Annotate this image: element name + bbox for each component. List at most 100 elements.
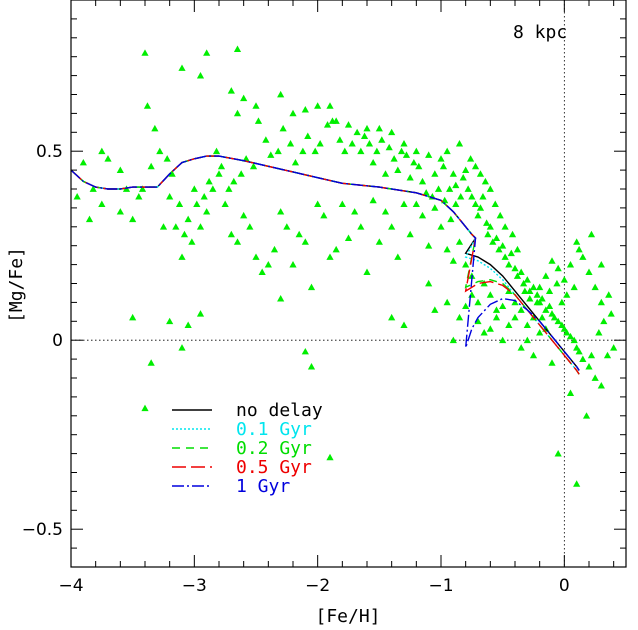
observation-point xyxy=(533,291,541,298)
observation-point xyxy=(597,381,605,389)
observation-point xyxy=(221,200,229,207)
observation-point xyxy=(449,170,457,177)
legend-label: 0.2 Gyr xyxy=(236,438,312,459)
observation-point xyxy=(474,211,482,219)
observation-point xyxy=(573,344,581,351)
observation-point xyxy=(481,177,489,185)
observation-point xyxy=(526,287,534,294)
observation-point xyxy=(332,245,340,253)
observation-point xyxy=(486,223,494,230)
observation-point xyxy=(418,177,427,185)
observation-point xyxy=(274,147,282,155)
observation-point xyxy=(455,313,464,321)
observation-point xyxy=(467,155,475,162)
observation-point xyxy=(406,174,414,181)
observation-point xyxy=(168,170,176,177)
observation-point xyxy=(492,313,501,321)
observation-point xyxy=(486,325,494,332)
observation-point xyxy=(595,329,603,336)
observation-point xyxy=(452,200,460,207)
observation-point xyxy=(587,230,596,238)
observation-point xyxy=(474,317,482,325)
observation-point xyxy=(166,317,174,325)
observation-point xyxy=(262,136,270,143)
observation-point xyxy=(277,90,285,98)
observation-point xyxy=(233,45,242,53)
observation-point xyxy=(116,166,124,173)
x-tick-label: −3 xyxy=(182,576,207,596)
observation-point xyxy=(307,363,316,370)
observation-point xyxy=(508,230,517,238)
observation-point xyxy=(85,215,94,223)
observation-point xyxy=(575,245,583,253)
observation-point xyxy=(553,279,561,287)
observation-point xyxy=(314,102,322,109)
observation-point xyxy=(507,249,515,257)
observation-point xyxy=(443,245,451,253)
observation-point xyxy=(554,264,562,272)
observation-point xyxy=(299,147,307,155)
observation-point xyxy=(363,268,371,276)
observation-point xyxy=(501,223,509,230)
observation-point xyxy=(545,287,554,294)
observation-point xyxy=(277,208,285,215)
observation-point xyxy=(597,298,605,306)
observation-point xyxy=(175,200,184,207)
model-series xyxy=(71,155,580,375)
observation-point xyxy=(203,49,211,56)
observation-point xyxy=(520,279,528,287)
observation-point xyxy=(143,102,152,109)
observation-point xyxy=(566,389,575,396)
observation-point xyxy=(388,128,396,136)
observation-point xyxy=(542,306,550,313)
observation-point xyxy=(215,170,223,177)
x-tick-label: −2 xyxy=(305,576,330,596)
observation-point xyxy=(425,279,433,287)
observation-point xyxy=(610,344,618,351)
observation-point xyxy=(252,102,260,109)
observation-point xyxy=(545,302,554,310)
observation-point xyxy=(279,124,287,132)
observation-point xyxy=(505,321,513,328)
observation-point xyxy=(560,276,568,283)
observation-point xyxy=(579,253,587,260)
observation-point xyxy=(603,351,612,359)
observation-point xyxy=(264,261,272,268)
observation-point xyxy=(289,261,297,268)
observation-point xyxy=(479,192,487,200)
observation-point xyxy=(536,329,544,336)
observation-point xyxy=(227,87,235,94)
observation-point xyxy=(563,291,571,298)
observation-point xyxy=(344,121,353,128)
observation-point xyxy=(230,177,238,185)
observation-point xyxy=(129,215,137,223)
observation-point xyxy=(585,363,593,370)
observation-point xyxy=(468,291,476,298)
observation-point xyxy=(566,332,575,340)
observation-point xyxy=(434,185,443,192)
observation-point xyxy=(492,234,501,242)
observation-point xyxy=(344,234,353,242)
observation-point xyxy=(400,140,408,147)
observation-point xyxy=(338,200,346,207)
observation-point xyxy=(489,238,497,245)
observation-point xyxy=(203,208,211,215)
observation-point xyxy=(517,344,525,351)
observation-point xyxy=(373,147,381,155)
observation-point xyxy=(166,192,174,200)
legend-label: no delay xyxy=(236,400,323,421)
observation-point xyxy=(252,253,260,260)
observation-point xyxy=(360,132,369,139)
observation-point xyxy=(357,147,365,155)
observation-point xyxy=(491,200,499,207)
observation-point xyxy=(375,238,383,245)
observation-point xyxy=(89,185,97,192)
observation-point xyxy=(135,192,143,200)
observation-point xyxy=(159,223,168,230)
observation-point xyxy=(443,298,451,306)
observation-point xyxy=(196,223,205,230)
observation-point xyxy=(98,147,106,155)
observation-point xyxy=(138,185,147,192)
observation-point xyxy=(388,313,396,321)
